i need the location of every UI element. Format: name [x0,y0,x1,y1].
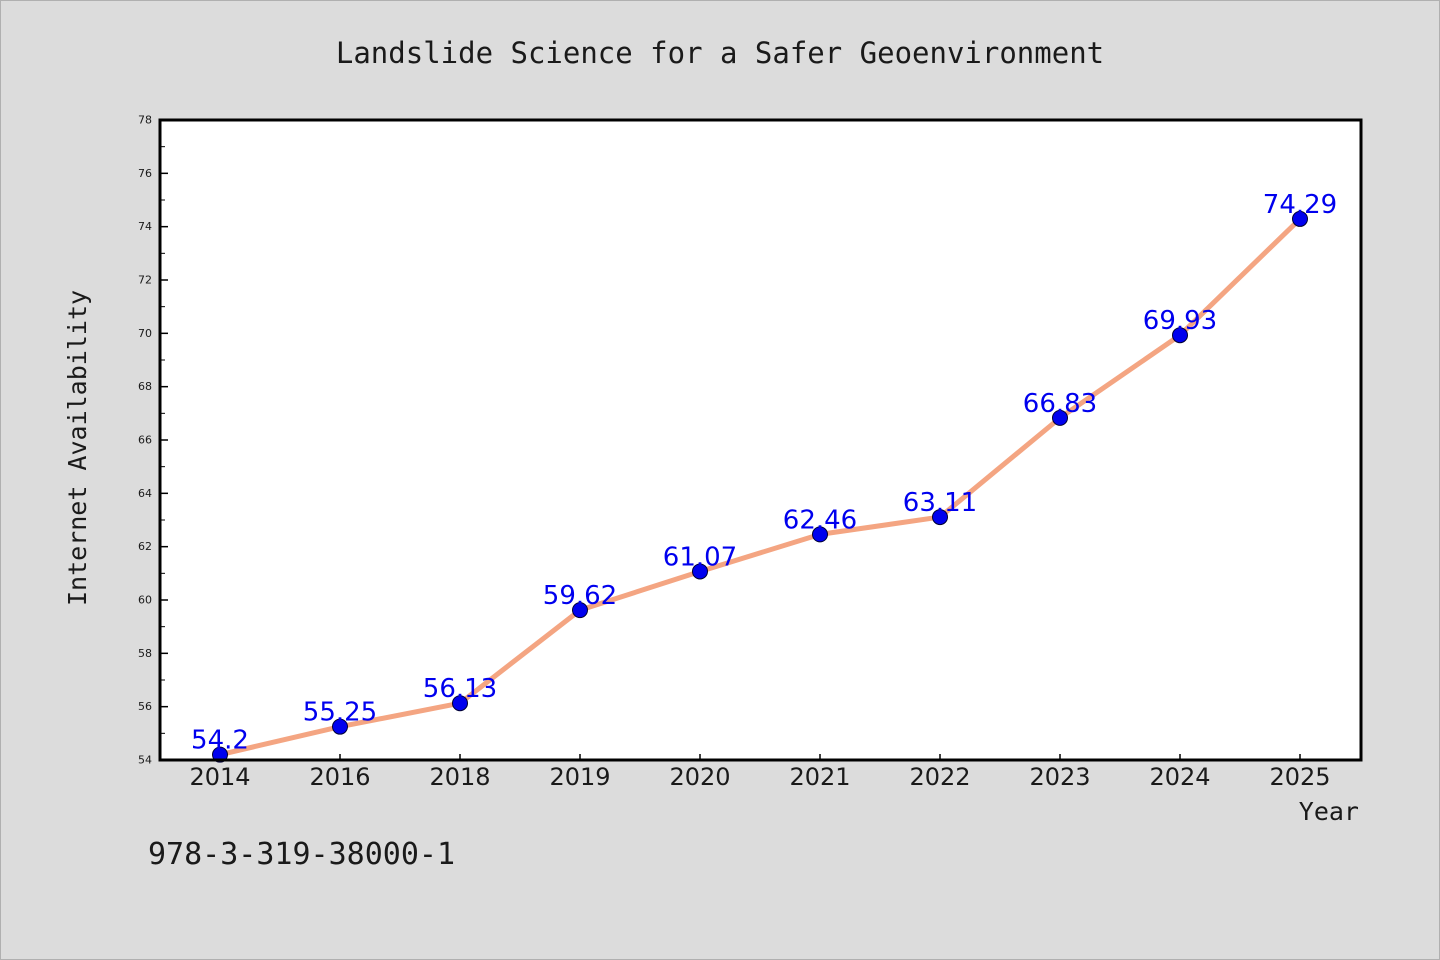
data-point [452,695,468,712]
data-point [572,602,588,619]
y-tick-label: 58 [138,647,152,660]
y-tick-label: 56 [138,700,152,713]
x-tick-label: 2025 [1269,763,1330,791]
x-tick-label: 2024 [1149,763,1210,791]
y-tick-label: 68 [138,380,152,393]
series-line [217,216,1303,758]
data-point [212,746,228,763]
data-point [1172,327,1188,344]
x-tick-label: 2023 [1029,763,1090,791]
y-tick-label: 74 [138,220,152,233]
x-tick-label: 2016 [309,763,370,791]
y-tick-label: 64 [138,487,152,500]
data-point [812,526,828,543]
data-labels: 54.2 55.25 56.13 59.62 61.07 62.46 63.11 66.83 6… [191,190,1337,756]
x-axis-label: Year [1299,797,1359,826]
x-tick-label: 2020 [669,763,730,791]
x-tick-label: 2018 [429,763,490,791]
y-tick-label: 76 [138,167,152,180]
data-point [1052,409,1068,426]
y-tick-label: 72 [138,274,152,287]
x-tick-label: 2021 [789,763,850,791]
data-label: 61.07 [663,542,737,572]
y-axis-label: Internet Availability [63,290,92,606]
y-tick-label: 70 [138,327,152,340]
plot-frame [158,118,1363,762]
data-point [692,563,708,580]
data-label: 63.11 [903,488,977,518]
x-tick-label: 2014 [189,763,250,791]
data-label: 74.29 [1263,190,1337,220]
data-label: 54.2 [191,726,249,756]
data-point [1292,210,1308,227]
x-tick-label: 2019 [549,763,610,791]
x-axis-ticks: 2014 2016 2018 2019 2020 2021 2022 2023 2024 2025 [189,754,1331,791]
y-tick-label: 62 [138,540,152,553]
data-label: 59.62 [543,581,617,611]
chart-title: Landslide Science for a Safer Geoenviron… [336,36,1104,70]
y-tick-label: 60 [138,594,152,607]
data-label: 69.93 [1143,306,1217,336]
data-label: 62.46 [783,505,857,535]
data-label: 55.25 [303,698,377,728]
series-markers [212,210,1308,763]
data-label: 66.83 [1023,389,1097,419]
data-point [332,718,348,735]
y-tick-label: 78 [138,114,152,127]
isbn-text: 978-3-319-38000-1 [148,837,455,872]
plot-area [160,120,1361,760]
y-tick-label: 66 [138,434,152,447]
y-tick-label: 54 [138,754,152,767]
data-label: 56.13 [423,674,497,704]
x-tick-label: 2022 [909,763,970,791]
data-point [932,509,948,526]
